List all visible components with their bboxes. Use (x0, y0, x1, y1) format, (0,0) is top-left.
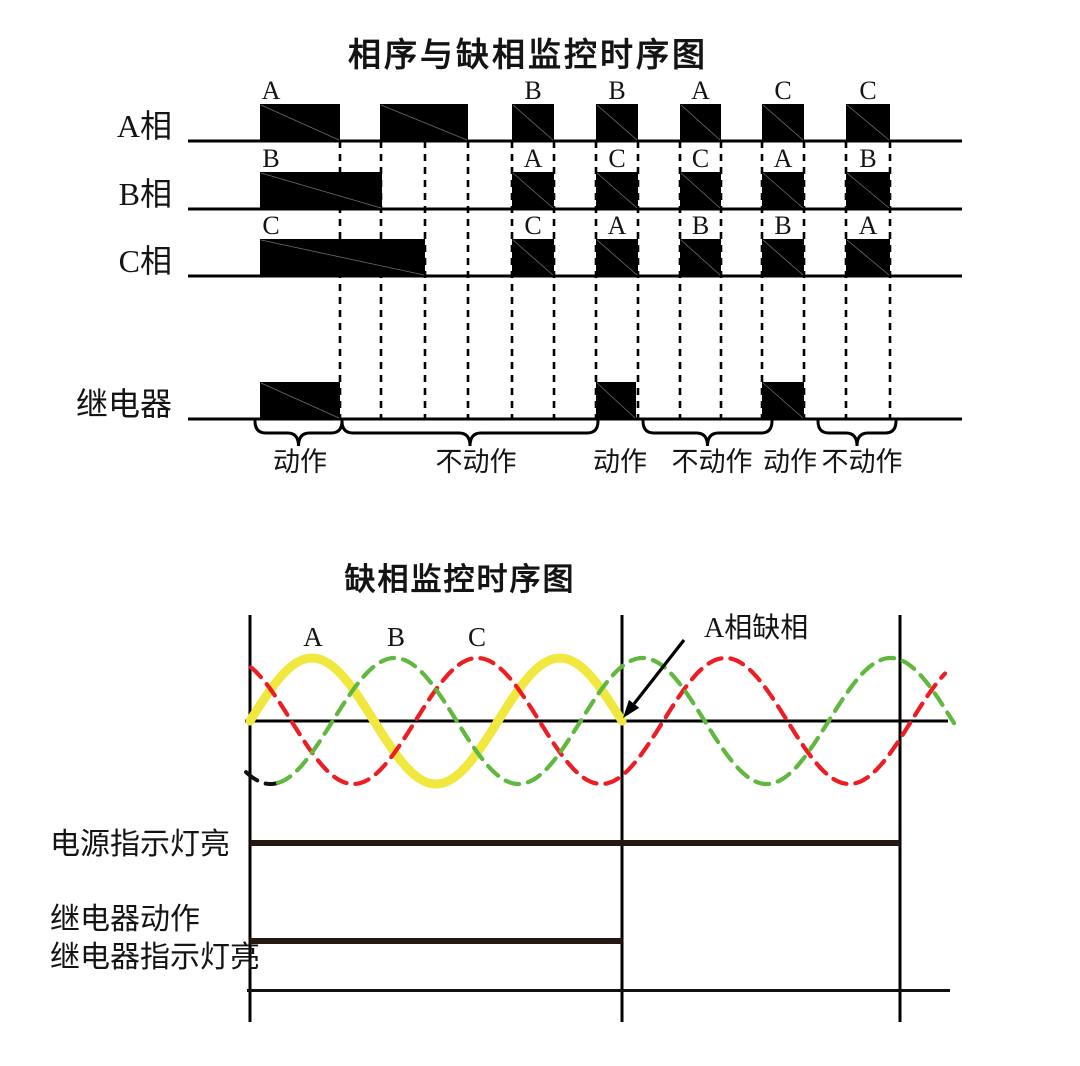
pulse-label: C (262, 211, 279, 240)
pulse-diagonal (680, 172, 721, 209)
pulse-diagonal (596, 382, 636, 419)
pulse-diagonal (260, 172, 382, 209)
pulse-diagonal (596, 104, 638, 141)
brace-label: 不动作 (436, 447, 517, 477)
pulse-diagonal (846, 172, 890, 209)
row-label-phase-c: C相 (118, 243, 172, 279)
relay-action-label: 继电器动作 (50, 903, 200, 936)
row-label-relay: 继电器 (75, 386, 172, 422)
pulse-label: A (691, 76, 710, 105)
pulse-diagonal (762, 239, 804, 276)
pulse-label: B (524, 76, 541, 105)
annotation-arrow-head (623, 699, 640, 718)
pulse-label: C (859, 76, 876, 105)
pulse-diagonal (762, 382, 804, 419)
pulse-label: A (262, 76, 281, 105)
relay-indicator-line (250, 938, 622, 944)
power-indicator-line (250, 840, 900, 846)
phase-b-start-black (244, 770, 278, 786)
pulse-label: B (859, 144, 876, 173)
pulse-diagonal (762, 172, 804, 209)
pulse-diagonal (512, 104, 554, 141)
pulse-diagonal (846, 104, 890, 141)
row-label-phase-a: A相 (116, 108, 172, 144)
pulse-label: A (608, 211, 627, 240)
annotation-arrow-shaft (632, 639, 686, 705)
pulse-label: C (774, 76, 791, 105)
phase-b-wave-green (275, 655, 957, 787)
pulse-label: A (859, 211, 878, 240)
pulse-label: A (774, 144, 793, 173)
brace-label: 不动作 (672, 447, 753, 477)
relay-indicator-label: 继电器指示灯亮 (50, 941, 260, 974)
brace-label: 动作 (273, 447, 327, 477)
brace-label: 动作 (593, 447, 647, 477)
top-diagram-title: 相序与缺相监控时序图 (348, 38, 708, 74)
pulse-label: C (692, 144, 709, 173)
pulse-diagonal (380, 104, 468, 141)
bottom-base-line (247, 989, 950, 992)
phase-loss-annotation: A相缺相 (704, 613, 809, 644)
pulse-label: B (774, 211, 791, 240)
phase-a-wave-yellow (245, 653, 627, 789)
pulse-diagonal (260, 382, 340, 419)
brace (816, 419, 898, 447)
power-indicator-label: 电源指示灯亮 (50, 828, 230, 861)
bottom-diagram-title: 缺相监控时序图 (344, 562, 576, 597)
pulse-label: B (262, 144, 279, 173)
phase-c-wave-red (248, 655, 948, 787)
row-label-phase-b: B相 (118, 176, 172, 212)
brace (641, 419, 774, 447)
pulse-diagonal (846, 239, 890, 276)
brace-label: 动作 (763, 447, 817, 477)
pulse-diagonal (260, 239, 425, 276)
pulse-diagonal (596, 172, 638, 209)
pulse-diagonal (680, 104, 721, 141)
pulse-diagonal (260, 104, 340, 141)
brace-label: 不动作 (822, 447, 903, 477)
wave-label-B: B (387, 622, 405, 652)
pulse-label: C (524, 211, 541, 240)
pulse-label: B (692, 211, 709, 240)
pulse-label: C (608, 144, 625, 173)
pulse-diagonal (596, 239, 638, 276)
pulse-diagonal (762, 104, 804, 141)
pulse-label: B (608, 76, 625, 105)
pulse-diagonal (512, 239, 554, 276)
wave-label-C: C (468, 622, 486, 652)
brace (253, 419, 344, 447)
pulse-label: A (524, 144, 543, 173)
pulse-diagonal (512, 172, 554, 209)
pulse-diagonal (680, 239, 721, 276)
brace (340, 419, 600, 447)
wave-label-A: A (303, 622, 323, 652)
